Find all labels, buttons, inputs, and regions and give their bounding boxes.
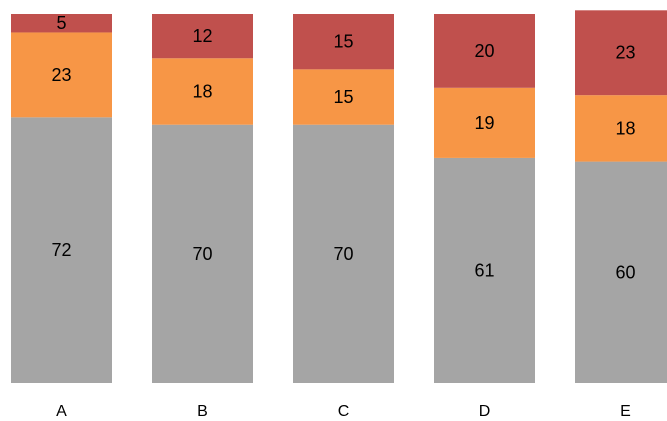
bar-segment-e-s0 [575, 161, 667, 383]
data-label-a-s1: 23 [51, 65, 71, 85]
category-label-c: C [338, 403, 350, 420]
category-label-d: D [479, 403, 491, 420]
data-label-d-s2: 20 [474, 41, 494, 61]
bar-segment-e-s2 [575, 10, 667, 96]
category-label-b: B [197, 403, 208, 420]
data-label-e-s1: 18 [615, 118, 635, 138]
data-label-d-s0: 61 [474, 260, 494, 280]
bar-segment-d-s2 [434, 14, 535, 88]
bar-segment-b-s2 [152, 14, 253, 59]
data-label-b-s0: 70 [192, 244, 212, 264]
data-label-a-s0: 72 [51, 240, 71, 260]
bar-segment-c-s1 [293, 69, 394, 125]
bars-group [11, 10, 667, 383]
bar-segment-a-s2 [11, 14, 112, 33]
bar-segment-d-s1 [434, 87, 535, 158]
bar-segment-b-s0 [152, 124, 253, 383]
bar-segment-a-s0 [11, 117, 112, 383]
data-label-c-s0: 70 [333, 244, 353, 264]
data-label-b-s2: 12 [192, 26, 212, 46]
bar-segment-c-s0 [293, 124, 394, 383]
category-label-a: A [56, 403, 67, 420]
bar-segment-b-s1 [152, 58, 253, 125]
data-label-e-s0: 60 [615, 262, 635, 282]
bar-segment-c-s2 [293, 14, 394, 70]
bar-segment-d-s0 [434, 157, 535, 383]
category-label-e: E [620, 403, 631, 420]
bar-segment-e-s1 [575, 95, 667, 162]
bar-segment-a-s1 [11, 32, 112, 118]
data-label-c-s2: 15 [333, 32, 353, 52]
data-label-b-s1: 18 [192, 81, 212, 101]
data-label-e-s2: 23 [615, 43, 635, 63]
data-label-d-s1: 19 [474, 113, 494, 133]
segment-labels-group: 72 23 5 70 18 12 70 15 15 61 19 20 60 18 23 [51, 13, 635, 282]
category-labels-group: A B C D E [56, 403, 631, 420]
data-label-c-s1: 15 [333, 87, 353, 107]
data-label-a-s2: 5 [56, 13, 66, 33]
